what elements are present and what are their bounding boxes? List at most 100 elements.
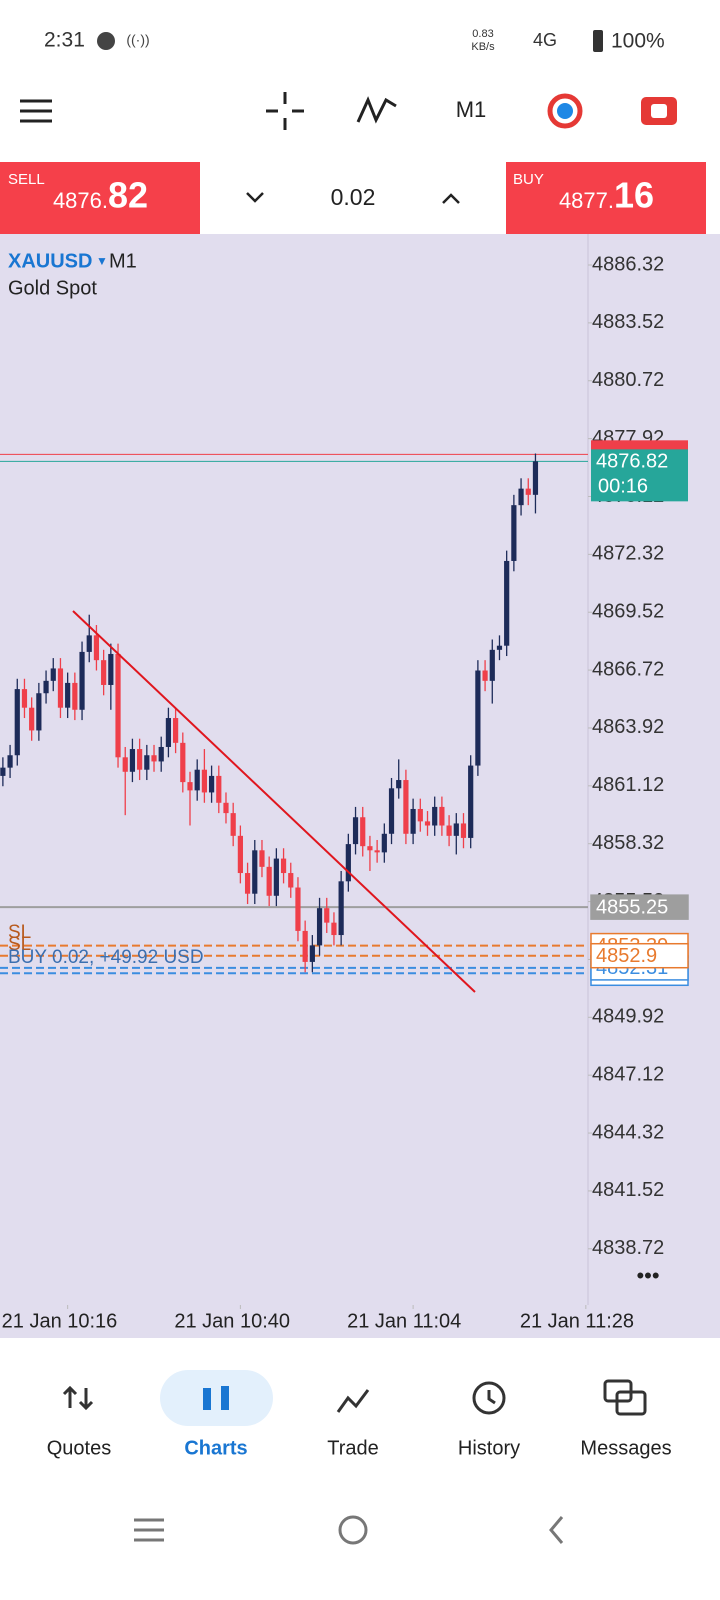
candle-body [446, 825, 452, 836]
y-tick-label: 4880.72 [592, 369, 664, 391]
candle-body [21, 689, 28, 708]
level-label: 4852.9 [596, 945, 657, 967]
candle-body [417, 808, 423, 822]
level-label-box [590, 894, 689, 920]
objects-icon[interactable] [547, 93, 583, 129]
volume-up[interactable] [442, 193, 460, 204]
candle-body [36, 693, 42, 731]
candle-body [115, 653, 121, 758]
trade-icon-inner [651, 104, 667, 118]
candle-body [532, 461, 539, 495]
indicator-icon[interactable] [356, 96, 397, 124]
candle-body [252, 850, 258, 894]
candle-body [86, 635, 92, 652]
ask-label-box [591, 440, 688, 451]
candle-body [187, 782, 193, 791]
y-tick-label: 4872.32 [592, 543, 664, 565]
buy-price-main: 4877. [559, 188, 614, 213]
x-tick-label: 21 Jan 10:16 [2, 1310, 118, 1332]
y-tick-label: 4866.72 [592, 658, 664, 680]
status-time: 2:31 [44, 29, 85, 52]
y-tick-label: 4838.72 [592, 1237, 664, 1259]
status-speed-unit: KB/s [471, 41, 495, 53]
candle-body [280, 858, 287, 874]
y-tick-label: 4861.12 [592, 774, 664, 796]
candle-body [137, 749, 143, 770]
candle-body [482, 670, 488, 681]
candle-body [496, 645, 503, 650]
candle-body [316, 908, 323, 946]
candle-body [108, 653, 114, 685]
candle-body [518, 488, 524, 506]
candle-body [302, 930, 308, 962]
status-speed: 0.83 [472, 28, 493, 40]
nav-item[interactable]: Messages [580, 1437, 671, 1459]
candle-body [460, 823, 467, 838]
plot: 4886.324883.524880.724877.924875.124872.… [0, 253, 689, 1332]
candle-body [338, 881, 344, 936]
nav-item[interactable]: Trade [327, 1437, 379, 1459]
x-tick-label: 21 Jan 11:28 [520, 1310, 634, 1332]
nav-item[interactable]: History [458, 1437, 520, 1459]
buy-price-big: 16 [614, 175, 654, 216]
radio-icon: ((·)) [126, 32, 149, 48]
candle-body [7, 755, 13, 768]
candle-body [122, 757, 128, 772]
candle-body [468, 765, 474, 838]
volume-value[interactable]: 0.02 [331, 184, 376, 210]
candle-body [403, 780, 409, 834]
candle-body [309, 945, 315, 962]
order-label: SL [8, 922, 31, 943]
candle-body [345, 844, 351, 882]
y-tick-label: 4858.32 [592, 832, 664, 854]
candle-body [525, 488, 531, 495]
nav-item[interactable]: Charts [184, 1437, 247, 1459]
chart-bg [0, 234, 720, 1338]
level-label: 4855.25 [596, 896, 668, 918]
candle-body [173, 718, 179, 743]
nav-bg [0, 1338, 720, 1600]
symbol-arrow: ▼ [96, 254, 108, 268]
candle-body [151, 755, 157, 762]
candle-body [79, 651, 85, 710]
fb-icon [97, 32, 115, 50]
candle-body [266, 866, 272, 896]
timeframe-button[interactable]: M1 [456, 97, 487, 122]
x-tick-label: 21 Jan 10:40 [174, 1310, 290, 1332]
level-label-box [590, 942, 689, 969]
candle-body [50, 668, 56, 681]
candle-body [65, 682, 71, 708]
candle-body [273, 858, 279, 896]
bid-timer: 00:16 [598, 476, 648, 498]
candle-body [244, 873, 251, 894]
candle-body [489, 649, 495, 681]
candle-body [29, 707, 35, 731]
candle-body [101, 660, 107, 685]
candle-body [158, 746, 164, 762]
menu-icon[interactable] [20, 99, 52, 123]
charts-icon [203, 1386, 229, 1410]
candle-body [237, 835, 243, 874]
candle-body [295, 887, 301, 931]
candle-body [14, 689, 20, 756]
candle-body [504, 560, 510, 646]
sell-label: SELL [8, 171, 45, 188]
crosshair-icon[interactable] [266, 92, 304, 130]
sell-button[interactable] [0, 162, 200, 234]
candle-body [208, 775, 215, 793]
trend-line[interactable] [72, 610, 476, 993]
system-nav [134, 1515, 564, 1545]
candle-body [432, 806, 438, 826]
symbol[interactable]: XAUUSD [8, 250, 92, 272]
objects-icon-inner [557, 103, 573, 119]
candle-body [475, 670, 481, 766]
status-battery: 100% [611, 30, 665, 53]
candle-body [367, 846, 373, 851]
candle-body [396, 780, 402, 789]
more-dots[interactable]: ••• [636, 1263, 659, 1288]
buy-button[interactable] [506, 162, 706, 234]
nav-item[interactable]: Quotes [47, 1437, 111, 1459]
volume-down[interactable] [246, 192, 264, 203]
nav-active-pill [160, 1370, 273, 1426]
